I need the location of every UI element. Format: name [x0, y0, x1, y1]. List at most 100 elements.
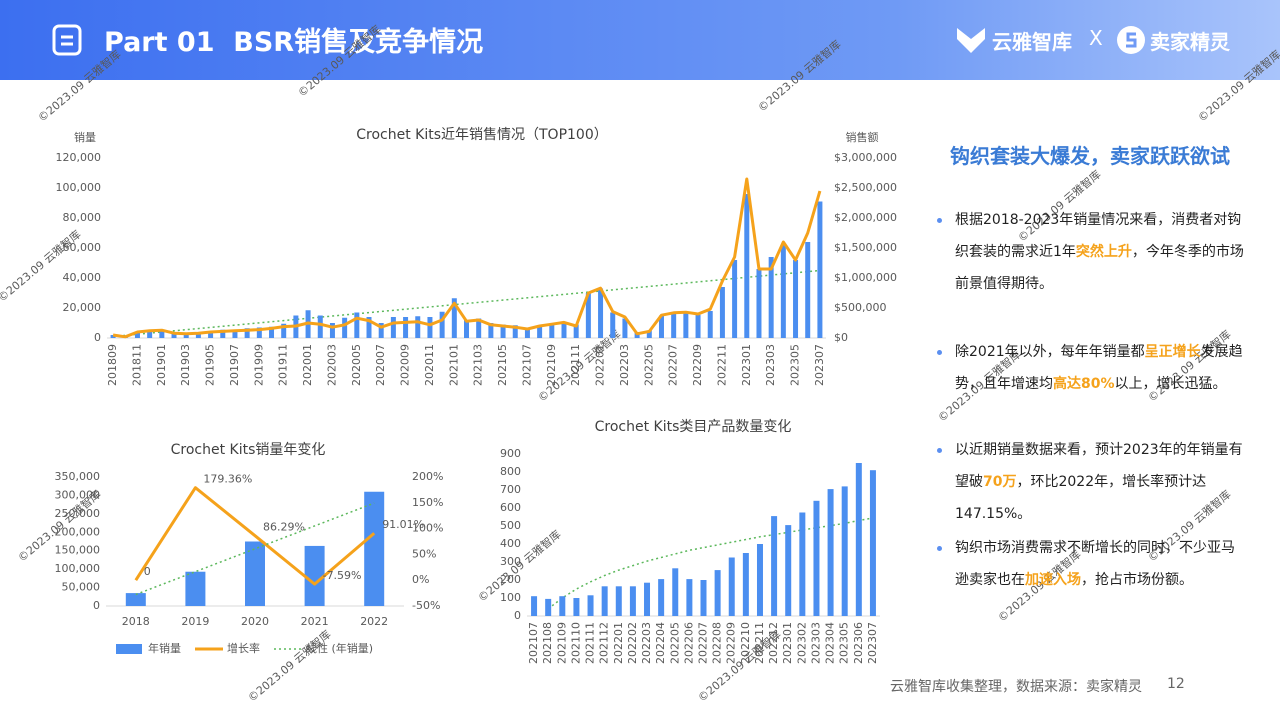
x-tick-label: 2019 [181, 615, 209, 628]
bar [587, 595, 594, 616]
bar [732, 260, 738, 338]
bar [464, 320, 469, 338]
highlight: 加速入场 [1025, 572, 1081, 588]
bar [615, 586, 622, 616]
chart-title: Crochet Kits近年销售情况（TOP100） [356, 127, 608, 143]
bar [317, 315, 323, 338]
bar [785, 525, 792, 616]
x-tick-label: 202203 [618, 344, 631, 386]
bar [869, 470, 876, 616]
x-tick-label: 202209 [725, 622, 738, 664]
y-tick-label: 150,000 [55, 544, 101, 557]
line-series [134, 486, 376, 586]
y-tick-label: 700 [500, 483, 521, 496]
bar [159, 330, 165, 338]
bar [439, 311, 445, 338]
y-tick-label: 120,000 [56, 151, 102, 164]
y-tick-label: 200 [500, 573, 521, 586]
y-tick-label: 300,000 [55, 488, 101, 501]
bar [147, 331, 153, 338]
x-tick-label: 202304 [824, 622, 837, 664]
bar [185, 571, 206, 606]
bar [768, 257, 774, 338]
bar [427, 317, 433, 338]
y-tick-label: 60,000 [63, 241, 102, 254]
bar [658, 579, 665, 616]
highlight: 突然上升 [1075, 244, 1132, 260]
trend-line [113, 269, 820, 338]
x-tick-label: 2022 [360, 615, 388, 628]
x-tick-label: 202001 [301, 344, 314, 386]
charts: Crochet Kits近年销售情况（TOP100） 销量 销售额 0 20,000 40… [55, 127, 897, 664]
bullet-dot [937, 350, 942, 355]
x-tick-label: 202208 [711, 622, 724, 664]
x-tick-label: 202112 [598, 622, 611, 664]
x-tick-label: 202202 [626, 622, 639, 664]
bar [719, 287, 725, 338]
bar [827, 489, 834, 616]
x-tick-label: 202205 [668, 622, 681, 664]
x-tick-label: 202212 [767, 622, 780, 664]
y2-tick-label: 150% [412, 496, 443, 509]
x-tick-label: 201903 [179, 344, 192, 386]
x-tick-label: 202305 [789, 344, 802, 386]
bar [342, 317, 348, 338]
x-tick-label: 2018 [122, 615, 150, 628]
x-tick-label: 202211 [753, 622, 766, 664]
y2-tick-label: $1,000,000 [834, 271, 897, 284]
y2-tick-label: 200% [412, 470, 443, 483]
y2-axis-title: 销售额 [846, 130, 879, 144]
bar [183, 333, 189, 338]
bar [415, 316, 421, 338]
bar [304, 545, 325, 606]
bar [354, 312, 360, 338]
text-run: 以近期销量数据来看，预计2023年的年销量有望破 [955, 442, 1243, 490]
highlight: 70万 [983, 474, 1017, 490]
bar [813, 500, 820, 616]
bar [195, 332, 201, 338]
highlight: 呈正增长 [1144, 344, 1201, 360]
y2-tick-label: $1,500,000 [834, 241, 897, 254]
bar [644, 582, 651, 616]
bar [232, 329, 238, 338]
x-tick-label: 202307 [866, 622, 879, 664]
bullet-text: 根据2018-2023年销量情况来看，消费者对钩织套装的需求近1年突然上升，今年… [955, 204, 1245, 300]
text-run: ，抢占市场份额。 [1081, 572, 1193, 588]
x-tick-label: 2020 [241, 615, 269, 628]
x-tick-label: 202303 [764, 344, 777, 386]
x-tick-label: 202105 [496, 344, 509, 386]
legend-label: 线性 (年销量) [306, 641, 373, 655]
bar [799, 512, 806, 616]
doc-icon [52, 24, 82, 56]
legend-swatch [116, 644, 142, 654]
bullet-dot [937, 546, 942, 551]
text-run: 根据2018-2023年销量情况来看，消费者对钩织套装的需求近1年 [955, 212, 1242, 260]
bar [269, 326, 275, 338]
x-tick-label: 202204 [654, 622, 667, 664]
bar [549, 323, 555, 338]
header-bar: Part 01 BSR销售及竞争情况 云雅智库 X 卖家精灵 [0, 0, 1280, 80]
x-tick-label: 202107 [520, 344, 533, 386]
x-tick-label: 202211 [715, 344, 728, 386]
bar [573, 324, 579, 338]
bar [658, 315, 664, 338]
bar [134, 332, 140, 338]
trend-line [547, 517, 874, 610]
sidebar-heading: 钩织套装大爆发，卖家跃跃欲试 [950, 144, 1230, 168]
bar [629, 586, 636, 616]
bar [780, 245, 786, 338]
x-tick-label: 202007 [374, 344, 387, 386]
bar [610, 312, 616, 338]
x-tick-label: 202307 [813, 344, 826, 386]
y2-tick-label: -50% [412, 599, 440, 612]
data-label: 0 [144, 565, 151, 578]
bar [403, 317, 409, 338]
bar [451, 298, 457, 338]
text-run: 以上，增长迅猛。 [1114, 376, 1227, 392]
bar [524, 329, 530, 338]
legend-label: 增长率 [227, 641, 260, 655]
bar [531, 596, 538, 616]
logo-x: X [1089, 26, 1103, 50]
y-tick-label: 0 [514, 609, 521, 622]
